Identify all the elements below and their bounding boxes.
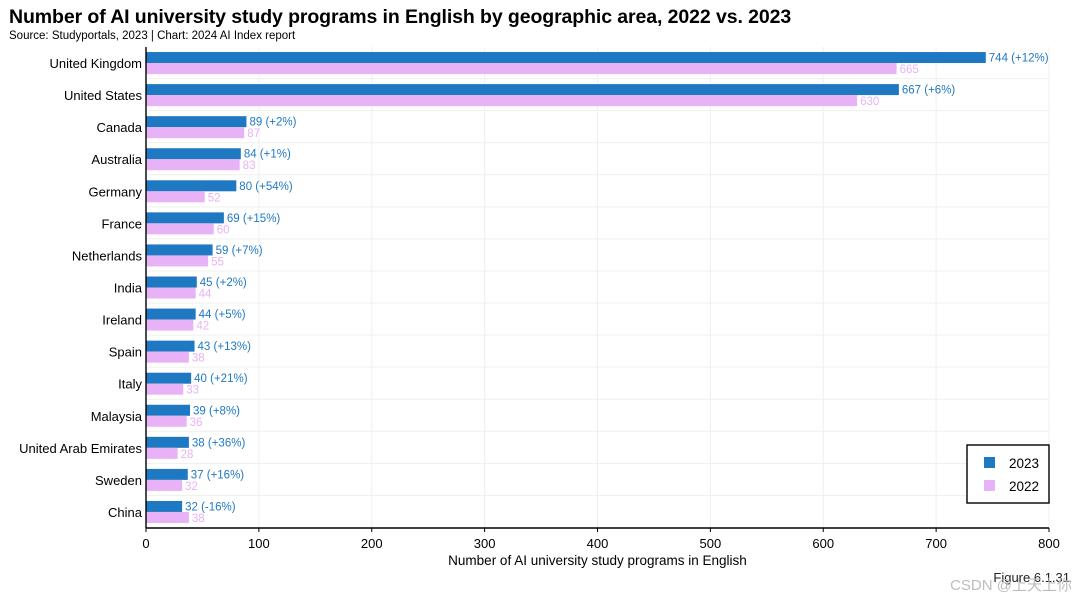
x-tick-label: 800 (1038, 536, 1060, 551)
watermark: CSDN @上天上你 (950, 577, 1072, 594)
x-tick-label: 0 (142, 536, 149, 551)
x-tick-label: 600 (812, 536, 834, 551)
bar-2023 (146, 84, 899, 96)
bar-2022 (146, 415, 187, 427)
x-tick-label: 300 (474, 536, 496, 551)
data-label-2022: 52 (208, 192, 221, 204)
data-label-2022: 55 (211, 256, 224, 268)
data-label-2022: 42 (196, 321, 209, 333)
data-label-2023: 43 (+13%) (198, 341, 252, 353)
legend-box (966, 444, 1050, 504)
category-label: Ireland (102, 313, 142, 328)
data-label-2023: 37 (+16%) (191, 469, 245, 481)
bar-2022 (146, 63, 897, 75)
x-tick-label: 700 (925, 536, 947, 551)
figure-label: Figure 6.1.31 (993, 570, 1070, 585)
data-label-2023: 80 (+54%) (239, 181, 293, 193)
data-label-2022: 32 (185, 481, 198, 493)
bar-2022 (146, 255, 209, 267)
chart-title: Number of AI university study programs i… (9, 6, 792, 28)
bar-2023 (146, 276, 197, 288)
bar-2023 (146, 436, 189, 448)
data-label-2022: 83 (243, 160, 256, 172)
bar-2022 (146, 447, 178, 459)
bar-2022 (146, 95, 858, 107)
bar-2023 (146, 212, 224, 224)
data-label-2022: 630 (860, 96, 879, 108)
data-label-2023: 32 (-16%) (185, 501, 236, 513)
category-label: United Arab Emirates (19, 441, 142, 456)
category-label: China (108, 505, 143, 520)
x-tick-label: 200 (361, 536, 383, 551)
category-label: France (102, 216, 142, 231)
bar-2023 (146, 340, 195, 352)
bar-2022 (146, 159, 240, 171)
category-label: Spain (109, 345, 142, 360)
bar-2023 (146, 244, 213, 256)
bar-2022 (146, 511, 189, 523)
data-label-2023: 38 (+36%) (192, 437, 246, 449)
category-label: United States (64, 88, 143, 103)
bar-2022 (146, 479, 183, 491)
data-label-2023: 667 (+6%) (902, 85, 956, 97)
data-label-2023: 45 (+2%) (200, 277, 247, 289)
bar-2023 (146, 148, 241, 160)
legend-label-2022: 2022 (1009, 479, 1039, 494)
data-label-2023: 69 (+15%) (227, 213, 281, 225)
data-label-2022: 44 (199, 289, 212, 301)
bar-2023 (146, 52, 986, 64)
category-label: Canada (96, 120, 142, 135)
data-label-2022: 28 (181, 449, 194, 461)
bar-2023 (146, 116, 247, 128)
legend-swatch-2022 (984, 480, 995, 491)
x-tick-label: 100 (248, 536, 270, 551)
data-label-2023: 59 (+7%) (216, 245, 263, 257)
legend-label-2023: 2023 (1009, 456, 1039, 471)
x-tick-label: 500 (700, 536, 722, 551)
bar-2023 (146, 468, 188, 480)
bar-2022 (146, 319, 194, 331)
category-label: India (114, 281, 143, 296)
category-label: United Kingdom (50, 56, 143, 71)
x-axis-title: Number of AI university study programs i… (448, 553, 747, 568)
category-label: Italy (118, 377, 142, 392)
bar-2023 (146, 404, 191, 416)
bar-2023 (146, 372, 192, 384)
data-label-2022: 33 (186, 385, 199, 397)
data-label-2022: 38 (192, 353, 205, 365)
bar-2023 (146, 180, 237, 192)
bar-2023 (146, 500, 183, 512)
bar-2022 (146, 223, 214, 235)
data-label-2023: 44 (+5%) (199, 309, 246, 321)
category-label: Germany (89, 184, 143, 199)
category-label: Australia (91, 152, 142, 167)
category-label: Sweden (95, 473, 142, 488)
data-label-2023: 84 (+1%) (244, 149, 291, 161)
bar-2022 (146, 191, 205, 203)
data-label-2022: 38 (192, 513, 205, 525)
category-label: Netherlands (72, 248, 143, 263)
category-label: Malaysia (91, 409, 143, 424)
data-label-2022: 87 (247, 128, 260, 140)
chart-source: Source: Studyportals, 2023 | Chart: 2024… (9, 30, 296, 42)
bar-2022 (146, 287, 196, 299)
bar-2022 (146, 383, 184, 395)
bar-2022 (146, 127, 245, 139)
data-label-2022: 665 (900, 64, 919, 76)
data-label-2023: 39 (+8%) (193, 405, 240, 417)
data-label-2023: 89 (+2%) (249, 117, 296, 129)
legend-swatch-2023 (984, 457, 995, 468)
x-tick-label: 400 (587, 536, 609, 551)
data-label-2023: 40 (+21%) (194, 373, 248, 385)
bar-2023 (146, 308, 196, 320)
data-label-2022: 60 (217, 224, 230, 236)
bar-2022 (146, 351, 189, 363)
data-label-2022: 36 (190, 417, 203, 429)
data-label-2023: 744 (+12%) (989, 53, 1049, 65)
